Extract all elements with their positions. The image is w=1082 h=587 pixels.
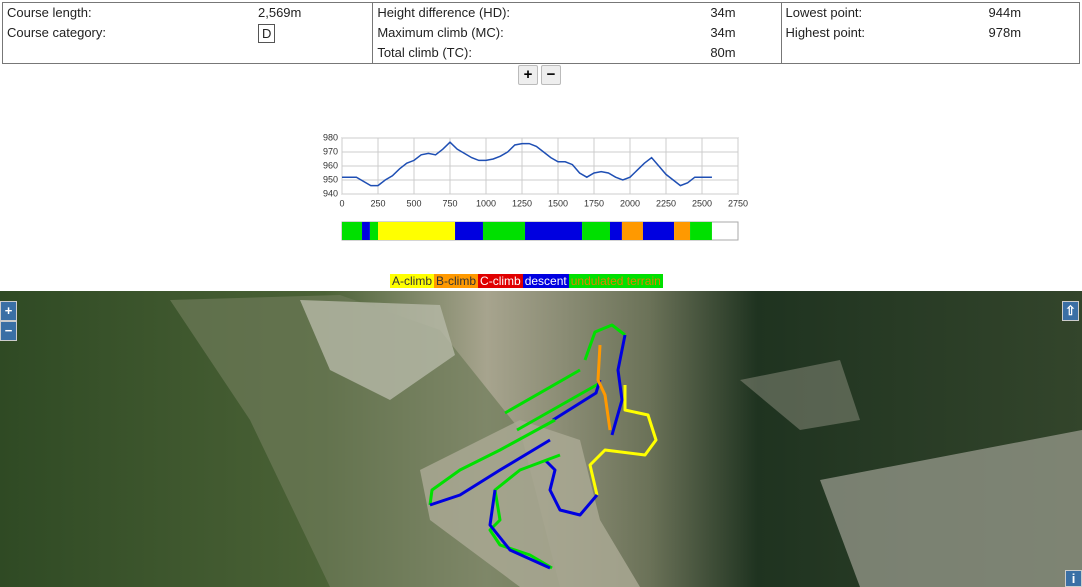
- course-leg: [504, 368, 581, 415]
- course-segment: [674, 222, 691, 240]
- y-tick-label: 970: [323, 146, 338, 156]
- course-leg: [516, 381, 601, 432]
- x-tick-label: 2250: [656, 198, 676, 208]
- course-leg: [596, 344, 612, 431]
- course-leg: [428, 418, 556, 506]
- course-leg: [488, 489, 551, 570]
- stats-table: Course length: 2,569m Course category: D Hei…: [2, 2, 1080, 64]
- stat-label: Total climb (TC):: [377, 45, 472, 60]
- x-tick-label: 2000: [620, 198, 640, 208]
- legend-item: descent: [522, 274, 569, 288]
- legend-item: A-climb: [390, 274, 435, 288]
- course-leg: [588, 385, 658, 496]
- course-segment: [482, 222, 526, 240]
- legend: A-climb B-climb C-climb descent undulated te…: [390, 274, 663, 288]
- course-leg: [429, 438, 551, 507]
- map-zoom-out[interactable]: −: [0, 321, 17, 341]
- rocks: [740, 360, 860, 430]
- course-segment: [609, 222, 622, 240]
- stats-column: Height difference (HD): 34m Maximum climb …: [373, 3, 782, 63]
- course: [428, 323, 658, 570]
- course-segment: [342, 222, 363, 240]
- legend-item: C-climb: [478, 274, 523, 288]
- stat-label: Maximum climb (MC):: [377, 25, 504, 40]
- stat-value: 34m: [710, 5, 736, 20]
- stat-label: Course length:: [7, 5, 92, 20]
- course-leg: [610, 334, 627, 436]
- stat-value: 34m: [710, 25, 736, 40]
- x-tick-label: 750: [442, 198, 457, 208]
- zoom-out-button[interactable]: −: [541, 65, 561, 85]
- course-segment: [582, 222, 610, 240]
- y-tick-label: 940: [323, 188, 338, 198]
- map-expand[interactable]: ⇧: [1062, 301, 1079, 321]
- course-segment: [642, 222, 675, 240]
- x-tick-label: 2750: [728, 198, 748, 208]
- x-tick-label: 1250: [512, 198, 532, 208]
- x-tick-label: 2500: [692, 198, 712, 208]
- stat-value: 978m: [988, 25, 1022, 40]
- rocks: [820, 430, 1082, 587]
- stat-label: Course category:: [7, 25, 106, 40]
- course-leg: [583, 323, 626, 361]
- legend-item: undulated terrain: [568, 274, 663, 288]
- course-segment: [378, 222, 456, 240]
- map-zoom-in[interactable]: +: [0, 301, 17, 321]
- stat-value: 80m: [710, 45, 736, 60]
- x-tick-label: 0: [339, 198, 344, 208]
- x-tick-label: 1000: [476, 198, 496, 208]
- y-tick-label: 950: [323, 174, 338, 184]
- stat-label: Height difference (HD):: [377, 5, 511, 20]
- course-leg: [488, 453, 561, 570]
- course-segment: [455, 222, 483, 240]
- course-segment: [362, 222, 370, 240]
- stat-label: Lowest point:: [785, 5, 863, 20]
- y-tick-label: 960: [323, 160, 338, 170]
- elevation-line: [342, 141, 712, 187]
- x-tick-label: 1500: [548, 198, 568, 208]
- stats-column: Course length: 2,569m Course category: D: [3, 3, 374, 63]
- legend-item: B-climb: [434, 274, 479, 288]
- course-segment: [690, 222, 712, 240]
- course-segment: [621, 222, 643, 240]
- stat-label: Highest point:: [785, 25, 866, 40]
- stats-column: Lowest point: 944m Highest point: 978m: [782, 3, 1079, 63]
- course-leg: [543, 458, 599, 517]
- course-segment: [525, 222, 583, 240]
- x-tick-label: 250: [370, 198, 385, 208]
- map[interactable]: [0, 291, 1082, 587]
- category-field: D: [258, 24, 276, 43]
- stat-value: 944m: [988, 5, 1022, 20]
- x-tick-label: 500: [406, 198, 421, 208]
- course-segment: [369, 222, 378, 240]
- x-tick-label: 1750: [584, 198, 604, 208]
- stat-value: 2,569m: [258, 5, 302, 20]
- zoom-in-button[interactable]: +: [518, 65, 538, 85]
- map-info[interactable]: i: [1065, 570, 1082, 587]
- y-tick-label: 980: [323, 132, 338, 142]
- slope: [300, 300, 455, 400]
